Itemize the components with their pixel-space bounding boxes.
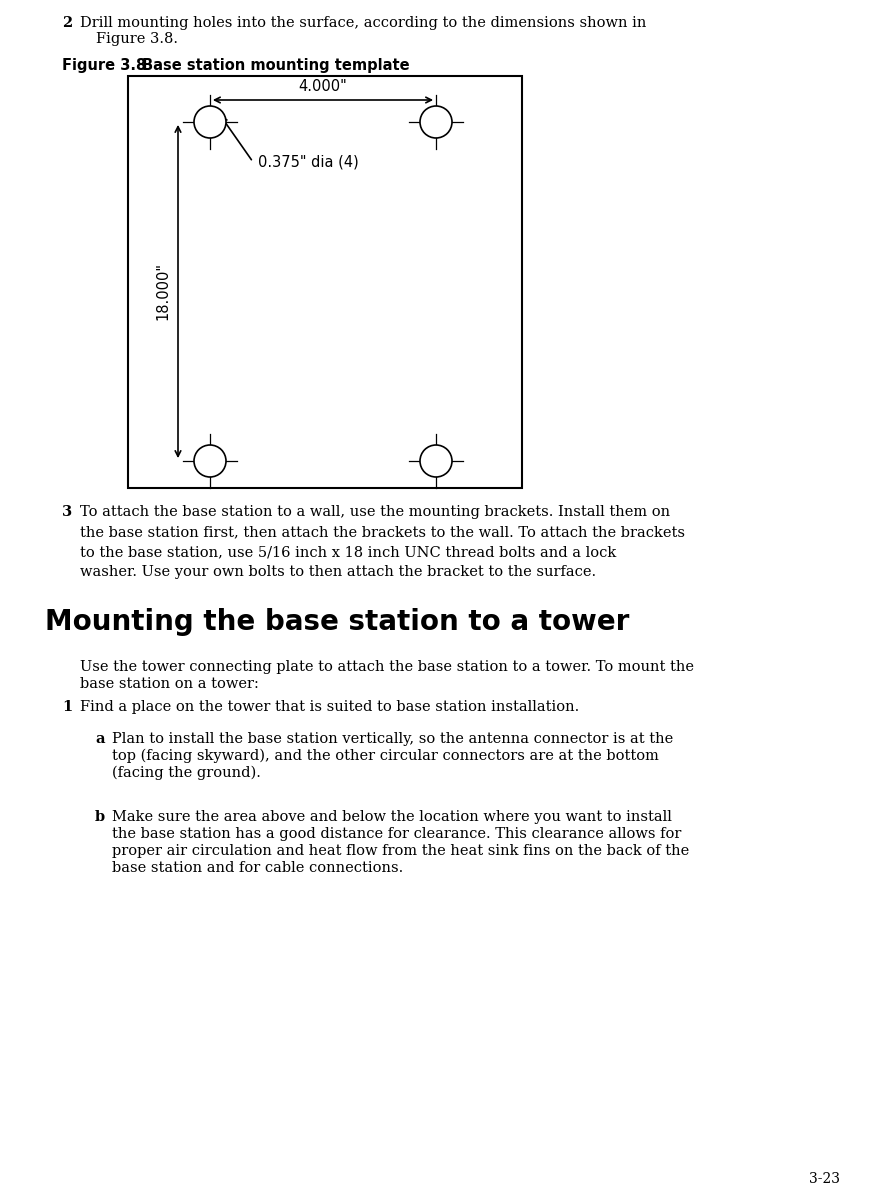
Circle shape (194, 106, 225, 138)
Text: Make sure the area above and below the location where you want to install: Make sure the area above and below the l… (112, 810, 671, 824)
Text: 4.000": 4.000" (298, 79, 347, 94)
Text: b: b (95, 810, 105, 824)
Text: 2: 2 (62, 15, 72, 30)
Text: 0.375" dia (4): 0.375" dia (4) (258, 155, 359, 169)
Text: proper air circulation and heat flow from the heat sink fins on the back of the: proper air circulation and heat flow fro… (112, 844, 688, 858)
Text: 18.000": 18.000" (155, 262, 170, 320)
Text: the base station has a good distance for clearance. This clearance allows for: the base station has a good distance for… (112, 827, 681, 841)
Text: Mounting the base station to a tower: Mounting the base station to a tower (45, 607, 629, 636)
Text: Use the tower connecting plate to attach the base station to a tower. To mount t: Use the tower connecting plate to attach… (80, 660, 693, 674)
Text: Plan to install the base station vertically, so the antenna connector is at the: Plan to install the base station vertica… (112, 732, 673, 746)
Text: base station and for cable connections.: base station and for cable connections. (112, 861, 403, 875)
Text: top (facing skyward), and the other circular connectors are at the bottom: top (facing skyward), and the other circ… (112, 749, 658, 763)
Text: 1: 1 (62, 700, 72, 713)
Text: a: a (95, 732, 104, 746)
Text: Find a place on the tower that is suited to base station installation.: Find a place on the tower that is suited… (80, 700, 579, 713)
Text: Figure 3.8.: Figure 3.8. (96, 32, 178, 46)
Text: Figure 3.8: Figure 3.8 (62, 58, 153, 73)
Bar (128, 76, 522, 488)
Circle shape (419, 445, 452, 478)
Circle shape (419, 106, 452, 138)
Text: To attach the base station to a wall, use the mounting brackets. Install them on: To attach the base station to a wall, us… (80, 505, 684, 579)
Text: (facing the ground).: (facing the ground). (112, 766, 260, 780)
Text: Drill mounting holes into the surface, according to the dimensions shown in: Drill mounting holes into the surface, a… (80, 15, 645, 30)
Text: Base station mounting template: Base station mounting template (142, 58, 410, 73)
Circle shape (194, 445, 225, 478)
Text: 3-23: 3-23 (808, 1172, 839, 1186)
Text: base station on a tower:: base station on a tower: (80, 676, 259, 691)
Text: 3: 3 (62, 505, 72, 519)
